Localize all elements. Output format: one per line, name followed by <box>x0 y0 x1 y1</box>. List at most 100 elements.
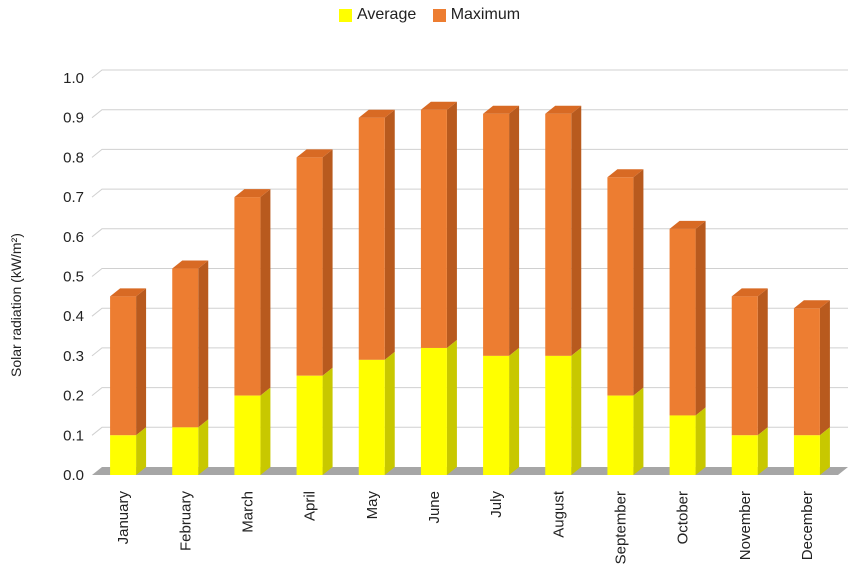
gridline <box>91 387 848 396</box>
bar-average-side <box>446 339 457 475</box>
bar-average-side <box>136 427 147 475</box>
bar-average <box>420 347 447 475</box>
x-tick-label: September <box>612 491 629 564</box>
bar-average <box>172 427 199 475</box>
y-tick-label: 0.2 <box>63 388 84 405</box>
bar-maximum <box>731 296 758 436</box>
bar-maximum-side <box>571 105 582 356</box>
bar-maximum-top <box>172 260 209 269</box>
gridline <box>91 109 848 119</box>
bar-maximum <box>296 157 323 376</box>
bar-average-side <box>198 419 209 475</box>
bar-maximum <box>669 228 696 416</box>
bar-maximum-top <box>731 288 768 297</box>
bar-maximum-side <box>819 300 830 436</box>
y-tick-label: 0.6 <box>63 229 84 246</box>
bar-maximum-side <box>136 288 147 436</box>
bar-maximum <box>545 113 572 356</box>
x-tick-label: April <box>302 491 319 521</box>
bar-average-side <box>757 427 768 475</box>
gridline <box>91 228 848 238</box>
bar-average-side <box>260 387 271 475</box>
gridline <box>91 347 848 357</box>
y-tick-label: 0.7 <box>63 189 84 206</box>
bar-average <box>358 359 385 475</box>
bar-maximum-top <box>607 169 644 178</box>
x-tick-label: December <box>799 491 816 560</box>
x-tick-label: November <box>737 491 754 560</box>
bar-average <box>483 355 510 475</box>
legend-item-maximum: Maximum <box>432 6 521 24</box>
x-tick-label: February <box>177 491 194 552</box>
x-tick-label: January <box>115 491 132 545</box>
gridline <box>91 307 848 317</box>
gridline <box>91 188 848 198</box>
bar-maximum-side <box>509 105 520 356</box>
bar-maximum-side <box>633 169 644 396</box>
bar-maximum <box>420 109 447 348</box>
bar-maximum <box>234 197 261 396</box>
bar-maximum <box>110 296 137 436</box>
bar-average <box>545 355 572 475</box>
x-tick-label: May <box>364 491 381 520</box>
bar-average-side <box>384 351 395 475</box>
bar-average-side <box>695 407 706 475</box>
y-tick-label: 0.0 <box>63 467 84 484</box>
bar-average-side <box>509 347 520 475</box>
bar-average-side <box>819 427 830 475</box>
x-tick-label: June <box>426 491 443 524</box>
bar-average <box>607 395 634 475</box>
gridline <box>91 426 848 436</box>
bar-maximum-top <box>545 105 582 114</box>
bar-average-side <box>633 387 644 475</box>
bar-average <box>731 435 758 475</box>
bar-average <box>296 375 323 475</box>
x-tick-label: July <box>488 491 505 518</box>
x-tick-label: October <box>675 491 692 544</box>
bar-maximum-top <box>110 288 147 297</box>
legend: Average Maximum <box>0 6 859 27</box>
legend-swatch-average <box>338 8 352 22</box>
bar-maximum-top <box>793 300 830 309</box>
y-tick-label: 0.4 <box>63 308 84 325</box>
bar-average-side <box>322 367 333 475</box>
bar-average <box>793 435 820 475</box>
bar-maximum-top <box>420 101 457 110</box>
x-tick-label: March <box>239 491 256 533</box>
bar-average <box>669 415 696 475</box>
bar-maximum <box>358 117 385 360</box>
bar-maximum-side <box>757 288 768 436</box>
bar-maximum-side <box>446 101 457 348</box>
legend-swatch-maximum <box>432 8 446 22</box>
x-tick-label: August <box>550 490 567 538</box>
bar-average <box>110 435 137 475</box>
bar-maximum-side <box>322 149 333 376</box>
legend-label-maximum: Maximum <box>450 6 521 23</box>
bar-maximum <box>793 308 820 436</box>
y-tick-label: 0.8 <box>63 149 84 166</box>
legend-label-average: Average <box>356 6 417 23</box>
bar-average <box>234 395 261 475</box>
bar-maximum-side <box>260 189 271 396</box>
bar-maximum-side <box>384 109 395 360</box>
bar-maximum-side <box>198 260 209 428</box>
gridline <box>91 69 848 79</box>
bar-average-side <box>571 347 582 475</box>
bar-maximum-top <box>234 189 271 198</box>
chart-floor <box>92 467 848 475</box>
gridline <box>91 148 848 158</box>
bar-maximum-top <box>669 220 706 229</box>
bar-maximum <box>172 268 199 428</box>
y-tick-label: 0.5 <box>63 269 84 286</box>
y-tick-label: 0.1 <box>63 427 84 444</box>
gridline <box>91 268 848 277</box>
legend-item-average: Average <box>338 6 417 24</box>
y-tick-label: 0.3 <box>63 348 84 365</box>
bar-maximum-side <box>695 220 706 416</box>
bar-maximum-top <box>296 149 333 158</box>
bar-maximum <box>483 113 510 356</box>
bar-maximum-top <box>483 105 520 114</box>
y-tick-label: 0.9 <box>63 110 84 127</box>
y-tick-label: 1.0 <box>63 70 84 87</box>
